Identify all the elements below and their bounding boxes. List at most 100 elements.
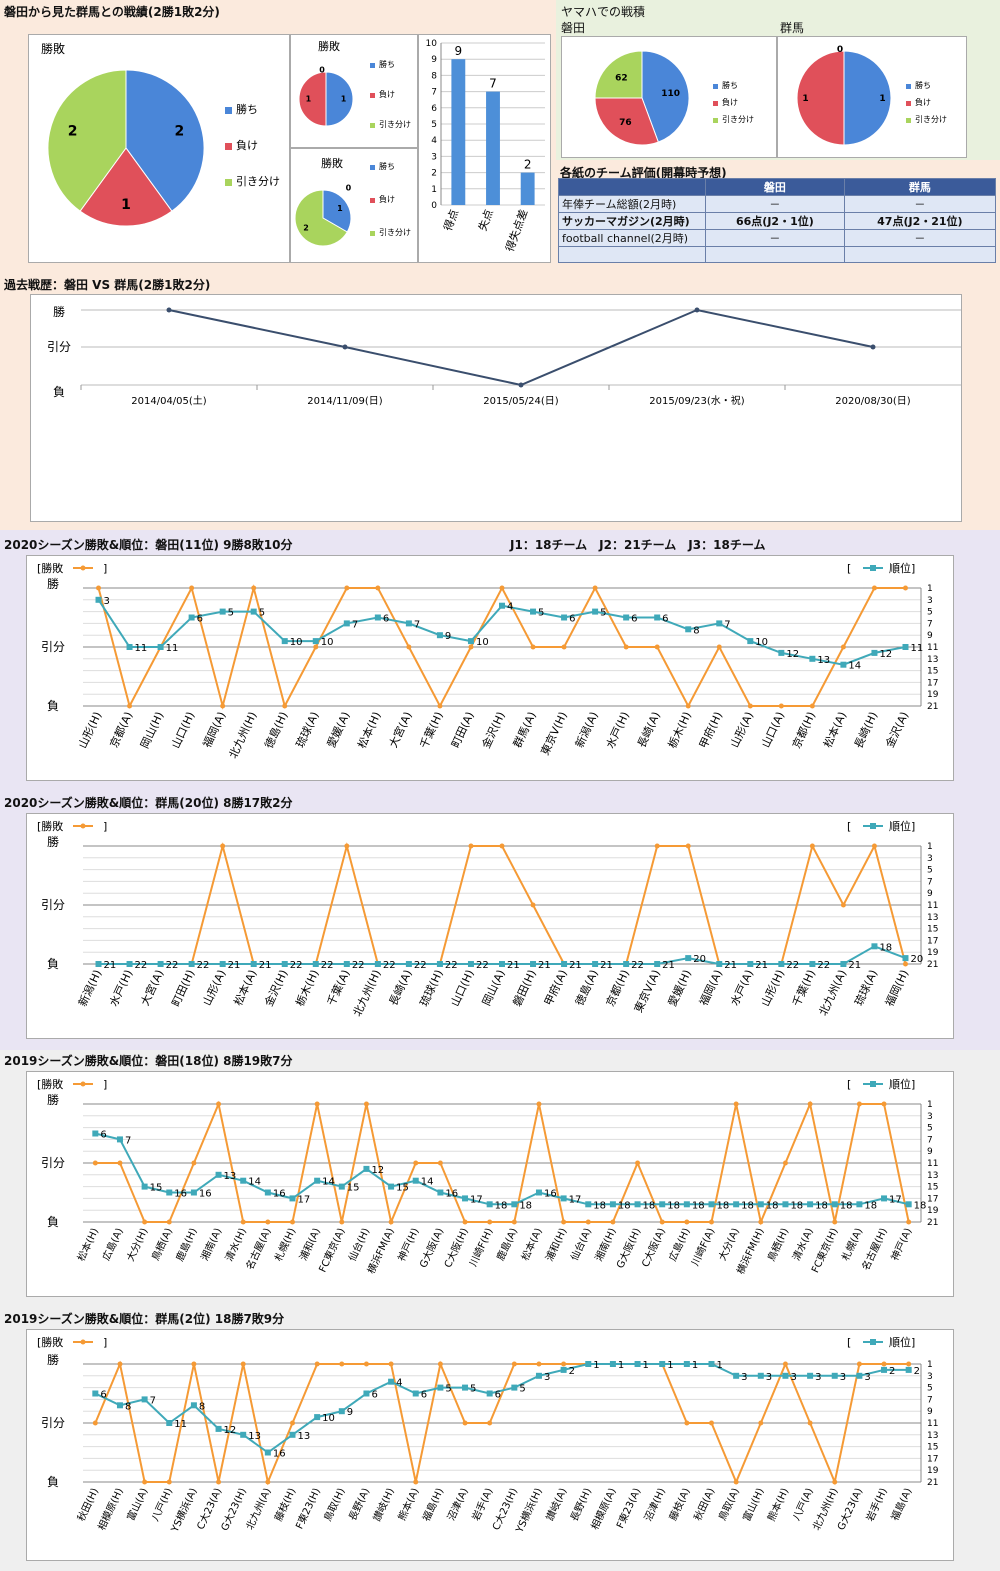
pie-main-panel: 勝敗 2 1 2 勝ち 負け 引き分け xyxy=(28,34,290,263)
result-point xyxy=(856,1101,862,1107)
result-point xyxy=(117,1160,123,1166)
legend-rank-label: [ xyxy=(847,820,862,833)
rank-point xyxy=(685,626,692,633)
pie-title: 勝敗 xyxy=(321,156,343,170)
x-tick-label: 北九州(H) xyxy=(227,710,260,761)
rank-point xyxy=(289,1195,296,1202)
rank-tick-label: 13 xyxy=(927,655,938,665)
x-tick-label: 鹿島(A) xyxy=(494,1226,520,1263)
rank-point xyxy=(561,614,568,621)
x-tick-label: 藤枝(H) xyxy=(272,1486,299,1524)
x-tick-label: 川崎F(H) xyxy=(466,1226,495,1269)
x-tick-label: 浦和(H) xyxy=(543,1226,570,1264)
rank-data-label: 22 xyxy=(817,960,830,971)
rank-data-label: 1 xyxy=(692,1360,698,1371)
rank-data-label: 8 xyxy=(199,1401,205,1412)
legend-rank-swatch xyxy=(870,823,876,829)
rank-data-label: 2 xyxy=(914,1366,920,1377)
rank-tick-label: 7 xyxy=(927,877,933,887)
rank-point xyxy=(215,1171,222,1178)
eval-cell xyxy=(558,246,706,263)
rank-tick-label: 7 xyxy=(927,1395,933,1405)
rank-tick-label: 17 xyxy=(927,936,938,946)
rank-point xyxy=(281,961,288,967)
eval-cell: 年俸チーム総額(2月時) xyxy=(558,195,706,213)
result-point xyxy=(684,1420,690,1426)
legend-result-swatch xyxy=(80,1339,86,1345)
x-tick-label: 長野(A) xyxy=(347,1486,373,1523)
legend-label: 勝ち xyxy=(379,59,395,69)
eval-header-cell: 磐田 xyxy=(705,178,845,196)
rank-data-label: 22 xyxy=(631,960,644,971)
result-point xyxy=(654,843,660,849)
rank-point xyxy=(592,608,599,615)
y-tick-label: 2 xyxy=(431,169,437,179)
pie-data-label: 2 xyxy=(303,223,309,232)
legend-result-swatch xyxy=(80,1081,86,1087)
x-tick-label: 町田(H) xyxy=(169,968,197,1009)
x-tick-label: 町田(A) xyxy=(449,710,477,750)
x-tick-label: 讃岐(A) xyxy=(543,1486,569,1523)
legend-result-bracket: ] xyxy=(103,1336,107,1349)
x-tick-label: 山形(H) xyxy=(759,968,787,1009)
rank-data-label: 5 xyxy=(470,1384,476,1395)
x-tick-label: 北九州(H) xyxy=(351,968,384,1019)
pie-data-label: 1 xyxy=(802,94,808,104)
rank-point xyxy=(374,961,381,967)
yamaha-team1: 磐田 xyxy=(561,21,586,35)
rank-point xyxy=(141,1183,148,1190)
legend-result-bracket: ] xyxy=(103,1078,107,1091)
result-point xyxy=(388,1361,394,1367)
legend-label: 負け xyxy=(379,194,395,204)
rank-tick-label: 1 xyxy=(927,1100,933,1110)
eval-cell: － xyxy=(705,195,845,213)
x-tick-label: 山口(H) xyxy=(448,968,476,1009)
rank-point xyxy=(157,644,164,650)
result-point xyxy=(344,585,350,591)
x-tick-label: 広島(H) xyxy=(666,1226,693,1264)
x-tick-label: 徳島(A) xyxy=(572,967,601,1007)
x-tick-label: 長崎(H) xyxy=(851,709,880,750)
result-point xyxy=(561,1361,567,1367)
rank-data-label: 18 xyxy=(879,942,892,953)
rank-data-label: 5 xyxy=(519,1384,525,1395)
pie-slice xyxy=(47,69,127,212)
goals-bar-chart: 0 1 2 3 4 5 6 7 8 9 10 9 得点 7 失点 2 得失点差 xyxy=(426,39,545,253)
y-tick-label: 3 xyxy=(431,152,437,162)
legend-label: 引き分け xyxy=(379,228,411,237)
rank-point xyxy=(902,644,909,650)
result-point xyxy=(462,1219,468,1225)
eval-cell xyxy=(705,246,845,263)
legend-result-label: [勝敗 xyxy=(37,1077,63,1091)
rank-point xyxy=(530,608,537,615)
rank-data-label: 22 xyxy=(383,960,396,971)
rank-data-label: 14 xyxy=(322,1177,335,1188)
x-tick-label: 清水(A) xyxy=(789,1226,815,1263)
rank-point xyxy=(343,620,350,627)
rank-point xyxy=(437,1384,444,1391)
bar xyxy=(451,59,466,206)
y-tick-label: 9 xyxy=(431,55,437,65)
rank-point xyxy=(881,1195,888,1202)
rank-point xyxy=(388,1378,395,1385)
y-tick-label: 勝 xyxy=(47,1352,59,1367)
data-point xyxy=(166,307,172,313)
legend-swatch xyxy=(370,198,375,203)
rank-tick-label: 3 xyxy=(927,1112,933,1122)
rank-data-label: 14 xyxy=(248,1177,261,1188)
rank-point xyxy=(116,1136,123,1143)
legend-rank-label: [ xyxy=(847,1336,862,1349)
rank-tick-label: 15 xyxy=(927,925,938,935)
result-point xyxy=(840,644,846,650)
rank-data-label: 15 xyxy=(347,1183,360,1194)
eval-header-row: 磐田 群馬 xyxy=(558,178,997,196)
result-point xyxy=(758,1420,764,1426)
legend-rank-label-2: 順位] xyxy=(889,819,915,833)
result-point xyxy=(536,1101,542,1107)
x-tick-label: 松本(A) xyxy=(820,709,849,749)
result-point xyxy=(216,1479,222,1485)
rank-point xyxy=(905,1366,912,1373)
rank-point xyxy=(592,961,599,967)
